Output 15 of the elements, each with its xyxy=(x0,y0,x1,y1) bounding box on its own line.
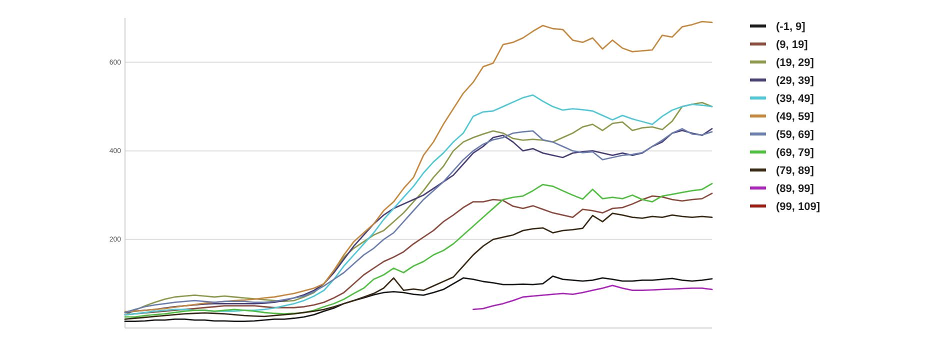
line-series xyxy=(124,212,713,320)
legend-label: (89, 99] xyxy=(776,182,814,195)
line-series xyxy=(472,284,713,310)
legend-label: (-1, 9] xyxy=(776,20,806,33)
legend-label: (69, 79] xyxy=(776,146,814,159)
line-series xyxy=(124,20,713,312)
legend-label: (49, 59] xyxy=(776,110,814,123)
legend-label: (39, 49] xyxy=(776,92,814,105)
legend-label: (79, 89] xyxy=(776,164,814,177)
legend-label: (19, 29] xyxy=(776,56,814,69)
line-series xyxy=(124,275,713,322)
legend-label: (59, 69] xyxy=(776,128,814,141)
legend-label: (9, 19] xyxy=(776,38,808,51)
legend-label: (29, 39] xyxy=(776,74,814,87)
legend-label: (99, 109] xyxy=(776,200,820,213)
